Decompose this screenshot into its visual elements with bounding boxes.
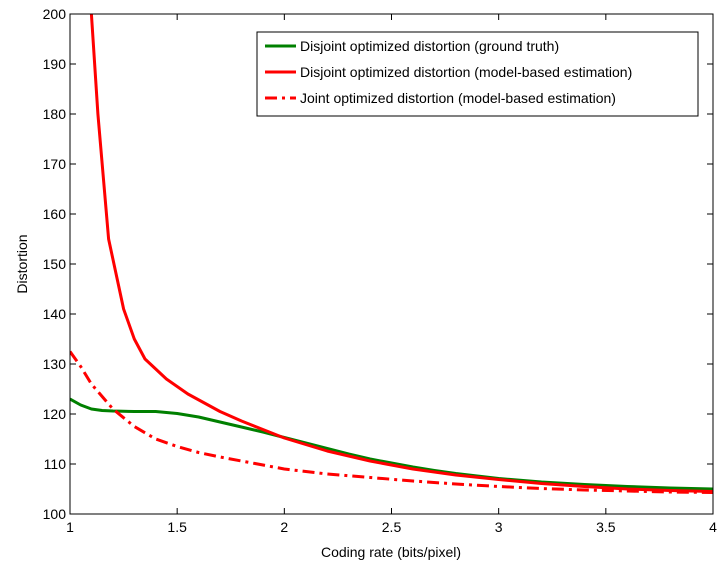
y-tick-label: 190 (43, 56, 67, 72)
y-tick-label: 120 (43, 406, 67, 422)
y-tick-label: 180 (43, 106, 67, 122)
legend-box (256, 31, 699, 117)
x-tick-label: 4 (709, 519, 717, 535)
x-tick-labels: 1 1.5 2 2.5 3 3.5 4 (66, 519, 717, 535)
plot-frame (69, 13, 714, 515)
y-tick-label: 160 (43, 206, 67, 222)
x-tick-label: 3.5 (596, 519, 616, 535)
x-axis-title: Coding rate (bits/pixel) (321, 544, 461, 560)
y-tick-label: 100 (43, 506, 67, 522)
y-tick-label: 150 (43, 256, 67, 272)
legend: Disjoint optimized distortion (ground tr… (256, 31, 699, 117)
y-tick-label: 110 (44, 456, 67, 472)
x-tick-label: 2.5 (382, 519, 402, 535)
legend-label-2: Disjoint optimized distortion (model-bas… (300, 64, 632, 80)
x-tick-label: 3 (495, 519, 503, 535)
y-tick-label: 170 (43, 156, 67, 172)
series-line-2 (89, 14, 713, 493)
y-tick-label: 200 (43, 6, 67, 22)
y-axis-title: Distortion (14, 234, 30, 293)
series-line-3 (70, 350, 713, 494)
legend-label-1: Disjoint optimized distortion (ground tr… (300, 38, 559, 54)
x-tick-label: 2 (280, 519, 288, 535)
y-tick-label: 140 (43, 306, 67, 322)
series-lines (70, 14, 713, 494)
x-tick-label: 1.5 (167, 519, 187, 535)
y-tick-labels: 100 110 120 130 140 150 160 170 180 190 200 (43, 6, 67, 522)
y-tick-label: 130 (43, 356, 67, 372)
legend-label-3: Joint optimized distortion (model-based … (300, 90, 616, 106)
x-tick-label: 1 (66, 519, 74, 535)
